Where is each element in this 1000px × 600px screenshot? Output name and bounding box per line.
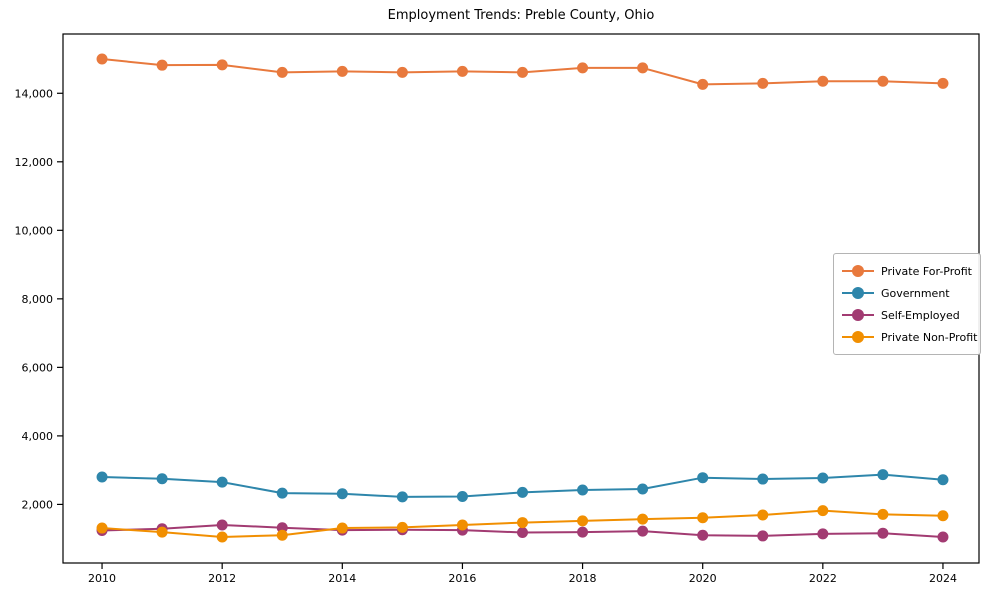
data-point: [396, 66, 408, 78]
line-marker-icon: [842, 287, 874, 299]
data-point: [877, 469, 889, 481]
data-point: [937, 474, 949, 486]
data-point: [216, 476, 228, 488]
data-point: [757, 509, 769, 521]
legend-item-label: Private For-Profit: [881, 264, 972, 278]
data-point: [817, 505, 829, 517]
data-point: [937, 510, 949, 522]
x-tick-label: 2022: [809, 572, 837, 585]
data-point: [96, 53, 108, 65]
data-point: [637, 525, 649, 537]
data-point: [577, 484, 589, 496]
data-point: [517, 527, 529, 539]
legend-item-government: Government: [842, 282, 972, 304]
x-tick-label: 2018: [569, 572, 597, 585]
data-point: [697, 512, 709, 524]
legend-item-label: Government: [881, 286, 950, 300]
data-point: [456, 65, 468, 77]
x-tick-label: 2020: [689, 572, 717, 585]
data-point: [276, 487, 288, 499]
data-point: [697, 78, 709, 90]
line-marker-icon: [842, 265, 874, 277]
data-point: [156, 473, 168, 485]
data-point: [456, 519, 468, 531]
x-tick-label: 2016: [448, 572, 476, 585]
data-point: [817, 75, 829, 87]
data-point: [877, 75, 889, 87]
y-tick-label: 4,000: [22, 430, 54, 443]
data-point: [276, 522, 288, 534]
y-tick-label: 8,000: [22, 293, 54, 306]
data-point: [276, 66, 288, 78]
line-marker-icon: [842, 309, 874, 321]
data-point: [937, 77, 949, 89]
y-tick-label: 12,000: [15, 156, 54, 169]
x-tick-label: 2024: [929, 572, 957, 585]
y-tick-label: 10,000: [15, 224, 54, 237]
data-point: [216, 531, 228, 543]
data-point: [817, 472, 829, 484]
legend: Private For-Profit Government Self-Emplo…: [833, 253, 981, 355]
legend-item-self-employed: Self-Employed: [842, 304, 972, 326]
data-point: [877, 527, 889, 539]
data-point: [877, 508, 889, 520]
data-point: [637, 483, 649, 495]
x-tick-label: 2014: [328, 572, 356, 585]
x-tick-label: 2012: [208, 572, 236, 585]
legend-item-private-for-profit: Private For-Profit: [842, 260, 972, 282]
chart-title: Employment Trends: Preble County, Ohio: [387, 8, 655, 23]
data-point: [697, 472, 709, 484]
data-point: [577, 526, 589, 538]
legend-item-label: Private Non-Profit: [881, 330, 978, 344]
data-point: [937, 531, 949, 543]
data-point: [456, 491, 468, 503]
y-tick-label: 6,000: [22, 361, 54, 374]
legend-item-label: Self-Employed: [881, 308, 960, 322]
data-point: [96, 471, 108, 483]
x-tick-label: 2010: [88, 572, 116, 585]
data-point: [757, 77, 769, 89]
data-point: [757, 473, 769, 485]
data-point: [697, 529, 709, 541]
legend-item-private-non-profit: Private Non-Profit: [842, 326, 977, 348]
data-point: [396, 521, 408, 533]
y-tick-label: 2,000: [22, 498, 54, 511]
data-point: [757, 530, 769, 542]
data-point: [517, 66, 529, 78]
data-point: [817, 528, 829, 540]
data-point: [637, 513, 649, 525]
data-point: [336, 522, 348, 534]
data-point: [637, 62, 649, 74]
data-point: [156, 59, 168, 71]
data-point: [216, 519, 228, 531]
data-point: [96, 522, 108, 534]
data-point: [276, 529, 288, 541]
y-tick-label: 14,000: [15, 87, 54, 100]
data-point: [336, 488, 348, 500]
data-point: [216, 59, 228, 71]
data-point: [577, 515, 589, 527]
line-marker-icon: [842, 331, 874, 343]
data-point: [156, 526, 168, 538]
data-point: [396, 491, 408, 503]
data-point: [517, 486, 529, 498]
data-point: [517, 517, 529, 529]
data-point: [577, 62, 589, 74]
data-point: [336, 65, 348, 77]
